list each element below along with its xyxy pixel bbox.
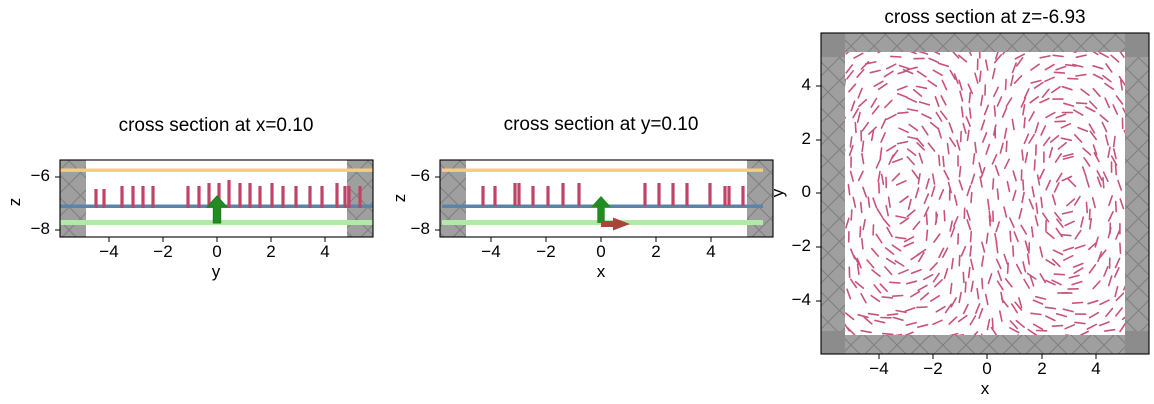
svg-text:2: 2 bbox=[651, 242, 660, 261]
svg-text:y: y bbox=[768, 188, 787, 197]
svg-text:2: 2 bbox=[1037, 359, 1046, 378]
svg-text:−2: −2 bbox=[153, 242, 172, 261]
svg-text:4: 4 bbox=[320, 242, 329, 261]
svg-text:−4: −4 bbox=[792, 290, 811, 309]
svg-text:y: y bbox=[212, 262, 221, 281]
svg-text:0: 0 bbox=[596, 242, 605, 261]
svg-text:0: 0 bbox=[212, 242, 221, 261]
svg-text:−8: −8 bbox=[31, 219, 50, 238]
svg-text:x: x bbox=[597, 262, 606, 281]
svg-text:0: 0 bbox=[982, 359, 991, 378]
svg-text:z: z bbox=[390, 194, 409, 203]
svg-text:4: 4 bbox=[706, 242, 715, 261]
svg-text:−4: −4 bbox=[481, 242, 500, 261]
svg-text:4: 4 bbox=[1091, 359, 1100, 378]
svg-text:cross section at y=0.10: cross section at y=0.10 bbox=[504, 114, 699, 135]
svg-text:−2: −2 bbox=[923, 359, 942, 378]
svg-text:−6: −6 bbox=[411, 166, 430, 185]
svg-text:−4: −4 bbox=[99, 242, 118, 261]
svg-text:−8: −8 bbox=[411, 219, 430, 238]
svg-text:−6: −6 bbox=[31, 166, 50, 185]
svg-text:cross section at z=-6.93: cross section at z=-6.93 bbox=[884, 7, 1085, 28]
svg-text:2: 2 bbox=[802, 129, 811, 148]
svg-text:x: x bbox=[981, 379, 990, 398]
svg-text:−2: −2 bbox=[536, 242, 555, 261]
svg-text:−4: −4 bbox=[869, 359, 888, 378]
svg-text:−2: −2 bbox=[792, 236, 811, 255]
svg-text:4: 4 bbox=[802, 75, 811, 94]
svg-text:cross section at x=0.10: cross section at x=0.10 bbox=[119, 115, 314, 136]
svg-text:0: 0 bbox=[802, 182, 811, 201]
svg-text:2: 2 bbox=[266, 242, 275, 261]
svg-text:z: z bbox=[5, 198, 24, 207]
